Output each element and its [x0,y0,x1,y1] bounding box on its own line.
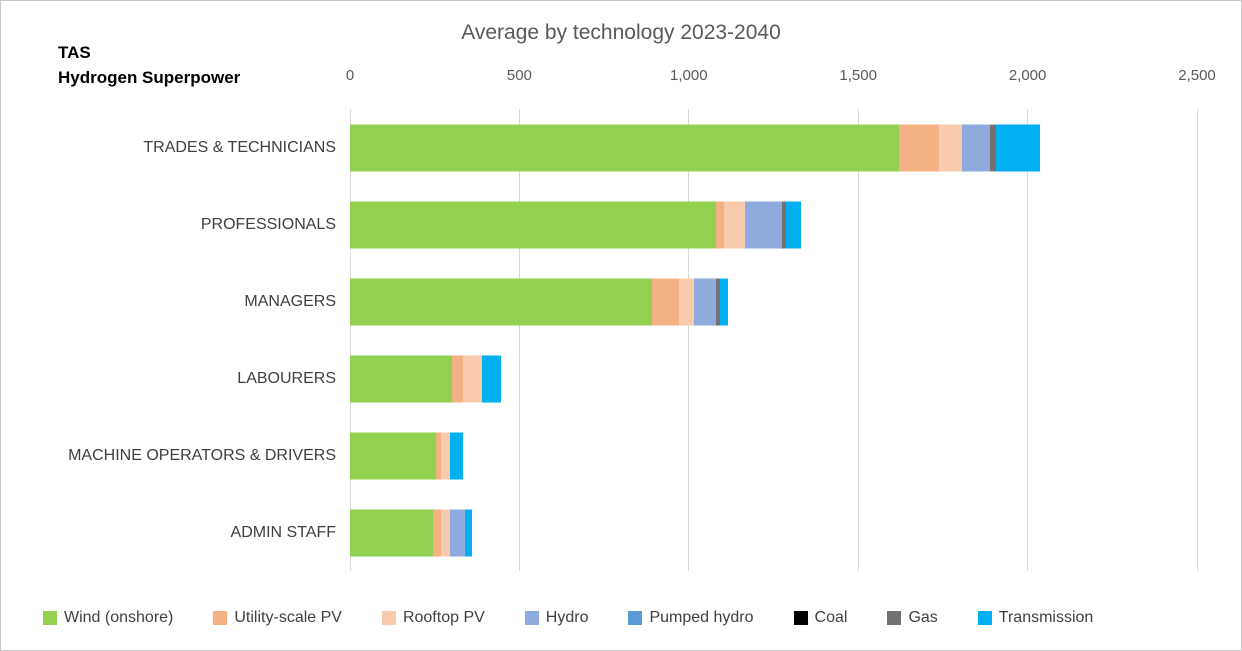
chart-title: Average by technology 2023-2040 [461,21,781,44]
bar-row: PROFESSIONALS [1,186,1241,263]
category-label: MACHINE OPERATORS & DRIVERS [68,446,336,464]
bar-segment-transmission [719,278,729,325]
bar-stack [350,201,802,248]
legend-swatch-icon [977,611,992,625]
bar-segment-utility-scale-pv [898,124,940,171]
x-tick-label: 0 [345,67,355,84]
bar-track [350,417,1241,494]
bar-row: ADMIN STAFF [1,494,1241,571]
legend-label: Utility-scale PV [234,609,342,626]
legend: Wind (onshore) Utility-scale PV Rooftop PV… [43,609,1093,627]
legend-item-transmission: Transmission [977,609,1094,627]
legend-item-rooftop-pv: Rooftop PV [381,609,485,627]
legend-swatch-icon [628,611,643,625]
gridline [1196,109,1198,571]
bar-segment-utility-scale-pv [715,201,725,248]
bar-segment-utility-scale-pv [436,432,442,479]
bar-row: MANAGERS [1,263,1241,340]
gridline [857,109,859,571]
bar-track [350,263,1241,340]
bar-row: TRADES & TECHNICIANS [1,109,1241,186]
bar-segment-rooftop-pv [463,355,483,402]
bar-segment-wind-onshore- [350,124,899,171]
x-tick-label: 1,500 [839,67,877,84]
x-tick-label: 2,000 [1008,67,1047,84]
scenario-region: TAS [58,43,91,62]
legend-swatch-icon [213,611,228,625]
category-label: TRADES & TECHNICIANS [143,138,336,156]
bar-row: MACHINE OPERATORS & DRIVERS [1,417,1241,494]
bar-row: LABOURERS [1,340,1241,417]
x-tick-label: 2,500 [1178,67,1216,84]
scenario-label: TAS Hydrogen Superpower [58,41,240,90]
legend-item-hydro: Hydro [524,609,589,627]
bar-stack [350,124,1041,171]
bar-segment-transmission [449,432,464,479]
bar-segment-transmission [482,355,501,402]
legend-item-pumped-hydro: Pumped hydro [628,609,754,627]
scenario-name: Hydrogen Superpower [58,67,241,87]
bar-stack [350,278,729,325]
legend-label: Gas [908,609,938,626]
bar-segment-rooftop-pv [939,124,962,171]
bar-segment-hydro [961,124,991,171]
bar-segment-rooftop-pv [441,509,450,556]
legend-swatch-icon [381,611,396,625]
legend-swatch-icon [43,611,57,625]
bar-segment-wind-onshore- [350,355,452,402]
bar-track [350,109,1241,186]
bar-rows: TRADES & TECHNICIANS PROFESSIONALS MANAGER… [1,109,1241,571]
legend-swatch-icon [887,611,902,625]
bar-stack [350,355,501,402]
bar-segment-utility-scale-pv [433,509,442,556]
bar-segment-utility-scale-pv [451,355,464,402]
legend-label: Transmission [998,609,1094,626]
gridline [518,109,520,571]
legend-item-utility-scale-pv: Utility-scale PV [213,609,342,627]
bar-segment-wind-onshore- [350,201,716,248]
bar-segment-transmission [996,124,1041,171]
category-label: ADMIN STAFF [230,523,336,541]
legend-label: Rooftop PV [402,609,485,626]
bar-segment-transmission [465,509,472,556]
legend-label: Coal [814,609,848,626]
bar-stack [350,509,472,556]
bar-segment-gas [715,278,720,325]
legend-label: Wind (onshore) [64,609,174,626]
category-label: MANAGERS [244,292,336,310]
legend-swatch-icon [793,611,808,625]
bar-segment-transmission [786,201,802,248]
bar-segment-hydro [744,201,782,248]
bar-segment-rooftop-pv [678,278,694,325]
bar-segment-rooftop-pv [724,201,745,248]
legend-item-wind-onshore-: Wind (onshore) [43,609,173,627]
bar-segment-gas [781,201,786,248]
bar-track [350,494,1241,571]
gridline [1027,109,1029,571]
bar-segment-wind-onshore- [350,432,437,479]
bar-segment-rooftop-pv [441,432,450,479]
legend-swatch-icon [524,611,539,625]
legend-item-gas: Gas [887,609,938,627]
x-tick-label: 500 [506,67,532,84]
legend-item-coal: Coal [793,609,848,627]
bar-track [350,186,1241,263]
bar-segment-gas [990,124,997,171]
gridline [349,109,351,571]
bar-segment-utility-scale-pv [651,278,679,325]
bar-segment-wind-onshore- [350,509,433,556]
bar-segment-hydro [449,509,466,556]
category-label: LABOURERS [237,369,336,387]
x-tick-label: 1,000 [670,67,708,84]
bar-track [350,340,1241,417]
bar-segment-wind-onshore- [350,278,652,325]
bar-stack [350,432,464,479]
legend-label: Hydro [545,609,589,626]
category-label: PROFESSIONALS [200,215,336,233]
bar-segment-hydro [693,278,716,325]
legend-label: Pumped hydro [649,609,754,626]
gridline [688,109,690,571]
